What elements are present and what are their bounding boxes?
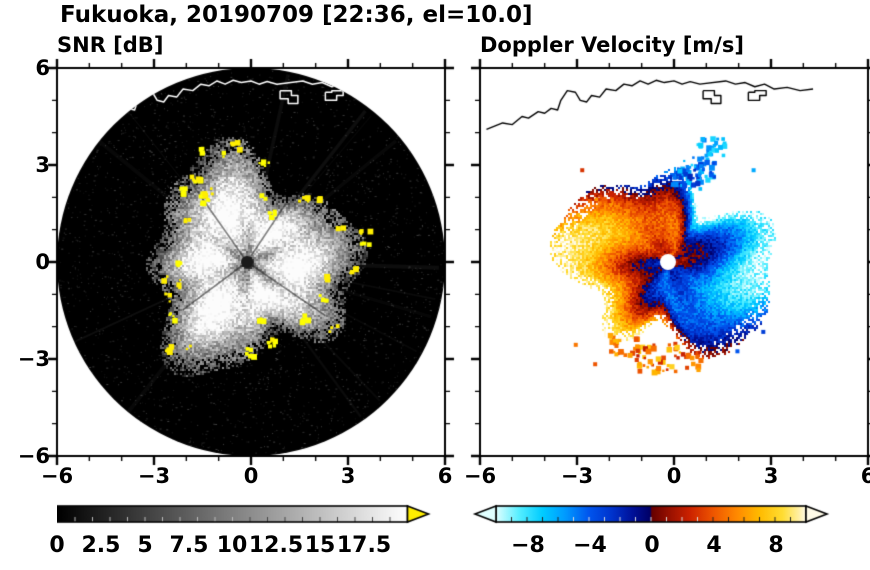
velocity-panel-title: Doppler Velocity [m/s] [480,33,744,57]
x-tick-label: −3 [137,464,171,488]
x-tick-label: 3 [763,464,779,488]
velocity-colorbar-label: −8 [511,533,545,558]
snr-colorbar-label: 0 [49,533,65,558]
x-tick-label: −3 [560,464,594,488]
y-tick-label: 0 [35,250,50,274]
snr-panel-title: SNR [dB] [57,33,164,57]
snr-colorbar-canvas [57,498,437,532]
snr-colorbar-label: 2.5 [81,533,121,558]
y-tick-label: −6 [17,444,50,468]
x-tick-label: −6 [40,464,74,488]
snr-colorbar-label: 10 [216,533,248,558]
x-tick-label: −6 [463,464,497,488]
y-tick-label: 6 [35,56,50,80]
snr-radar-canvas [43,54,459,470]
velocity-colorbar-label: 4 [706,533,722,558]
snr-colorbar-label: 15 [304,533,336,558]
velocity-colorbar-label: 8 [768,533,784,558]
y-tick-label: −3 [17,347,50,371]
x-tick-label: 6 [860,464,870,488]
snr-colorbar-label: 7.5 [169,533,209,558]
x-tick-label: 0 [666,464,682,488]
velocity-colorbar-canvas [462,498,842,532]
y-tick-label: 3 [35,153,50,177]
x-tick-label: 0 [243,464,259,488]
snr-colorbar-label: 5 [137,533,153,558]
snr-colorbar-label: 17.5 [336,533,392,558]
x-tick-label: 3 [340,464,356,488]
snr-colorbar-label: 12.5 [248,533,304,558]
page-title: Fukuoka, 20190709 [22:36, el=10.0] [60,2,533,28]
velocity-colorbar-label: 0 [644,533,660,558]
velocity-colorbar-label: −4 [573,533,607,558]
velocity-radar-canvas [466,54,870,470]
x-tick-label: 6 [437,464,453,488]
